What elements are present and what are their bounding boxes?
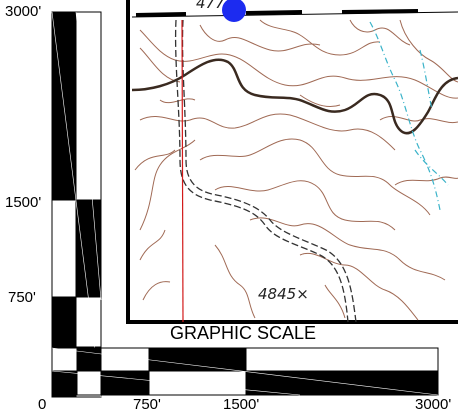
index-contour xyxy=(131,58,458,135)
stream-lines xyxy=(369,21,449,211)
horizontal-scale-bar xyxy=(51,347,439,396)
graphic-scale-title: GRAPHIC SCALE xyxy=(170,323,317,343)
road-lines xyxy=(174,19,357,323)
vertical-scale-bar xyxy=(51,11,102,398)
vertical-scale-label-750: 750' xyxy=(8,289,36,306)
horizontal-scale-label-3000: 3000' xyxy=(415,396,452,413)
horizontal-scale-label-1500: 1500' xyxy=(223,396,260,413)
spot-elevation-label: 4845× xyxy=(258,285,309,303)
vertical-scale-label-3000: 3000' xyxy=(5,3,42,20)
vertical-scale-label-1500: 1500' xyxy=(5,194,42,211)
horizontal-scale-label-0: 0 xyxy=(38,396,47,413)
map-partial-label: 477 xyxy=(196,0,225,12)
location-marker[interactable] xyxy=(222,0,246,22)
horizontal-scale-label-750: 750' xyxy=(133,396,161,413)
top-boundary-line xyxy=(131,9,458,18)
spot-elevation-marker: × xyxy=(296,285,309,303)
elevation-value: 4845 xyxy=(258,285,297,303)
section-line xyxy=(181,19,184,323)
contour-lines xyxy=(134,19,458,321)
